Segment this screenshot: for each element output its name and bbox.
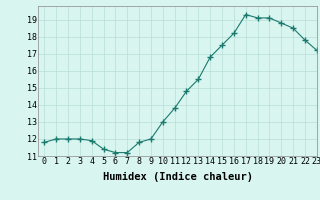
X-axis label: Humidex (Indice chaleur): Humidex (Indice chaleur) (103, 172, 252, 182)
